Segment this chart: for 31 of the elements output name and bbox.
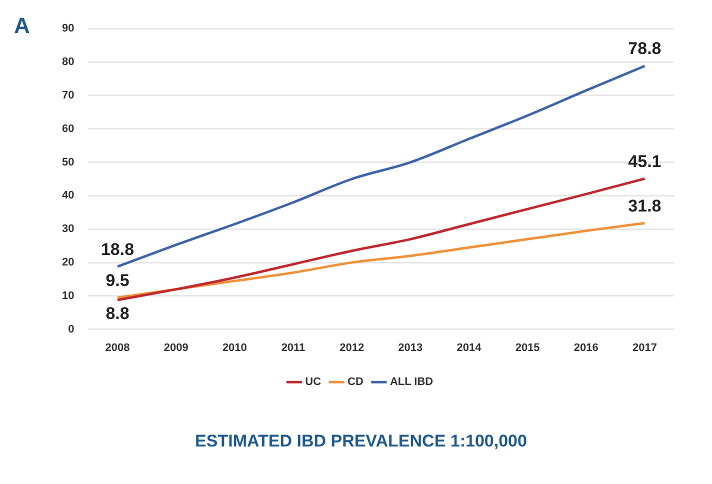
y-tick-label: 10 <box>62 290 74 302</box>
y-tick-label: 70 <box>62 89 74 102</box>
x-tick-label: 2017 <box>632 342 657 354</box>
x-tick-label: 2014 <box>456 342 482 354</box>
y-tick-label: 80 <box>62 56 74 68</box>
data-label: 78.8 <box>628 39 662 58</box>
text: ESTIMATED IBD PREVALENCE 1:100,000 <box>195 431 527 450</box>
x-tick-label: 2012 <box>340 342 364 354</box>
x-tick-label: 2008 <box>105 342 130 354</box>
y-tick-label: 60 <box>62 122 74 135</box>
y-tick-label: 40 <box>62 190 74 202</box>
x-tick-label: 2011 <box>281 342 306 354</box>
x-tick-label: 2009 <box>164 342 188 354</box>
data-label: 9.5 <box>106 270 130 290</box>
y-tick-label: 30 <box>62 223 74 236</box>
data-label: 31.8 <box>628 196 662 216</box>
x-tick-label: 2013 <box>398 342 423 354</box>
data-label: 45.1 <box>628 152 662 171</box>
x-tick-label: 2016 <box>574 342 598 354</box>
legend-label: ALL IBD <box>390 376 434 388</box>
x-tick-label: 2015 <box>515 342 540 354</box>
y-tick-label: 90 <box>62 22 74 35</box>
legend-label: CD <box>348 376 364 388</box>
y-tick-label: 0 <box>68 323 74 336</box>
y-tick-label: 50 <box>62 156 74 168</box>
x-tick-label: 2010 <box>222 342 247 354</box>
data-label: 18.8 <box>100 240 134 259</box>
y-tick-label: 20 <box>62 256 74 269</box>
data-label: 8.8 <box>106 304 130 324</box>
legend-label: UC <box>305 376 322 388</box>
text: A <box>14 13 30 38</box>
